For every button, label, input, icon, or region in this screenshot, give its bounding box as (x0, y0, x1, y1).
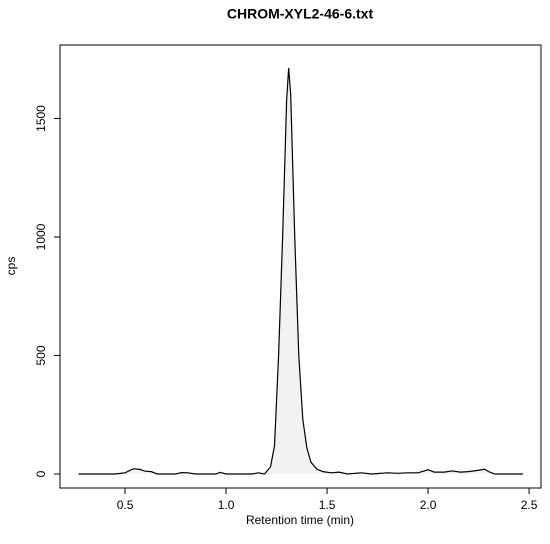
y-tick-label: 1000 (34, 223, 48, 250)
y-tick-label: 500 (34, 345, 48, 365)
chart-title: CHROM-XYL2-46-6.txt (227, 6, 374, 22)
x-tick-label: 1.0 (218, 498, 235, 512)
x-tick-label: 2.0 (420, 498, 437, 512)
y-tick-label: 0 (34, 470, 48, 477)
x-axis-label: Retention time (min) (246, 513, 354, 527)
y-tick-label: 1500 (34, 105, 48, 132)
y-axis-label: cps (4, 257, 18, 276)
x-tick-label: 0.5 (117, 498, 134, 512)
peak-shading (78, 67, 524, 475)
x-tick-label: 1.5 (319, 498, 336, 512)
chromatogram-line (78, 67, 524, 475)
x-tick-label: 2.5 (521, 498, 538, 512)
plot-box (59, 44, 542, 489)
